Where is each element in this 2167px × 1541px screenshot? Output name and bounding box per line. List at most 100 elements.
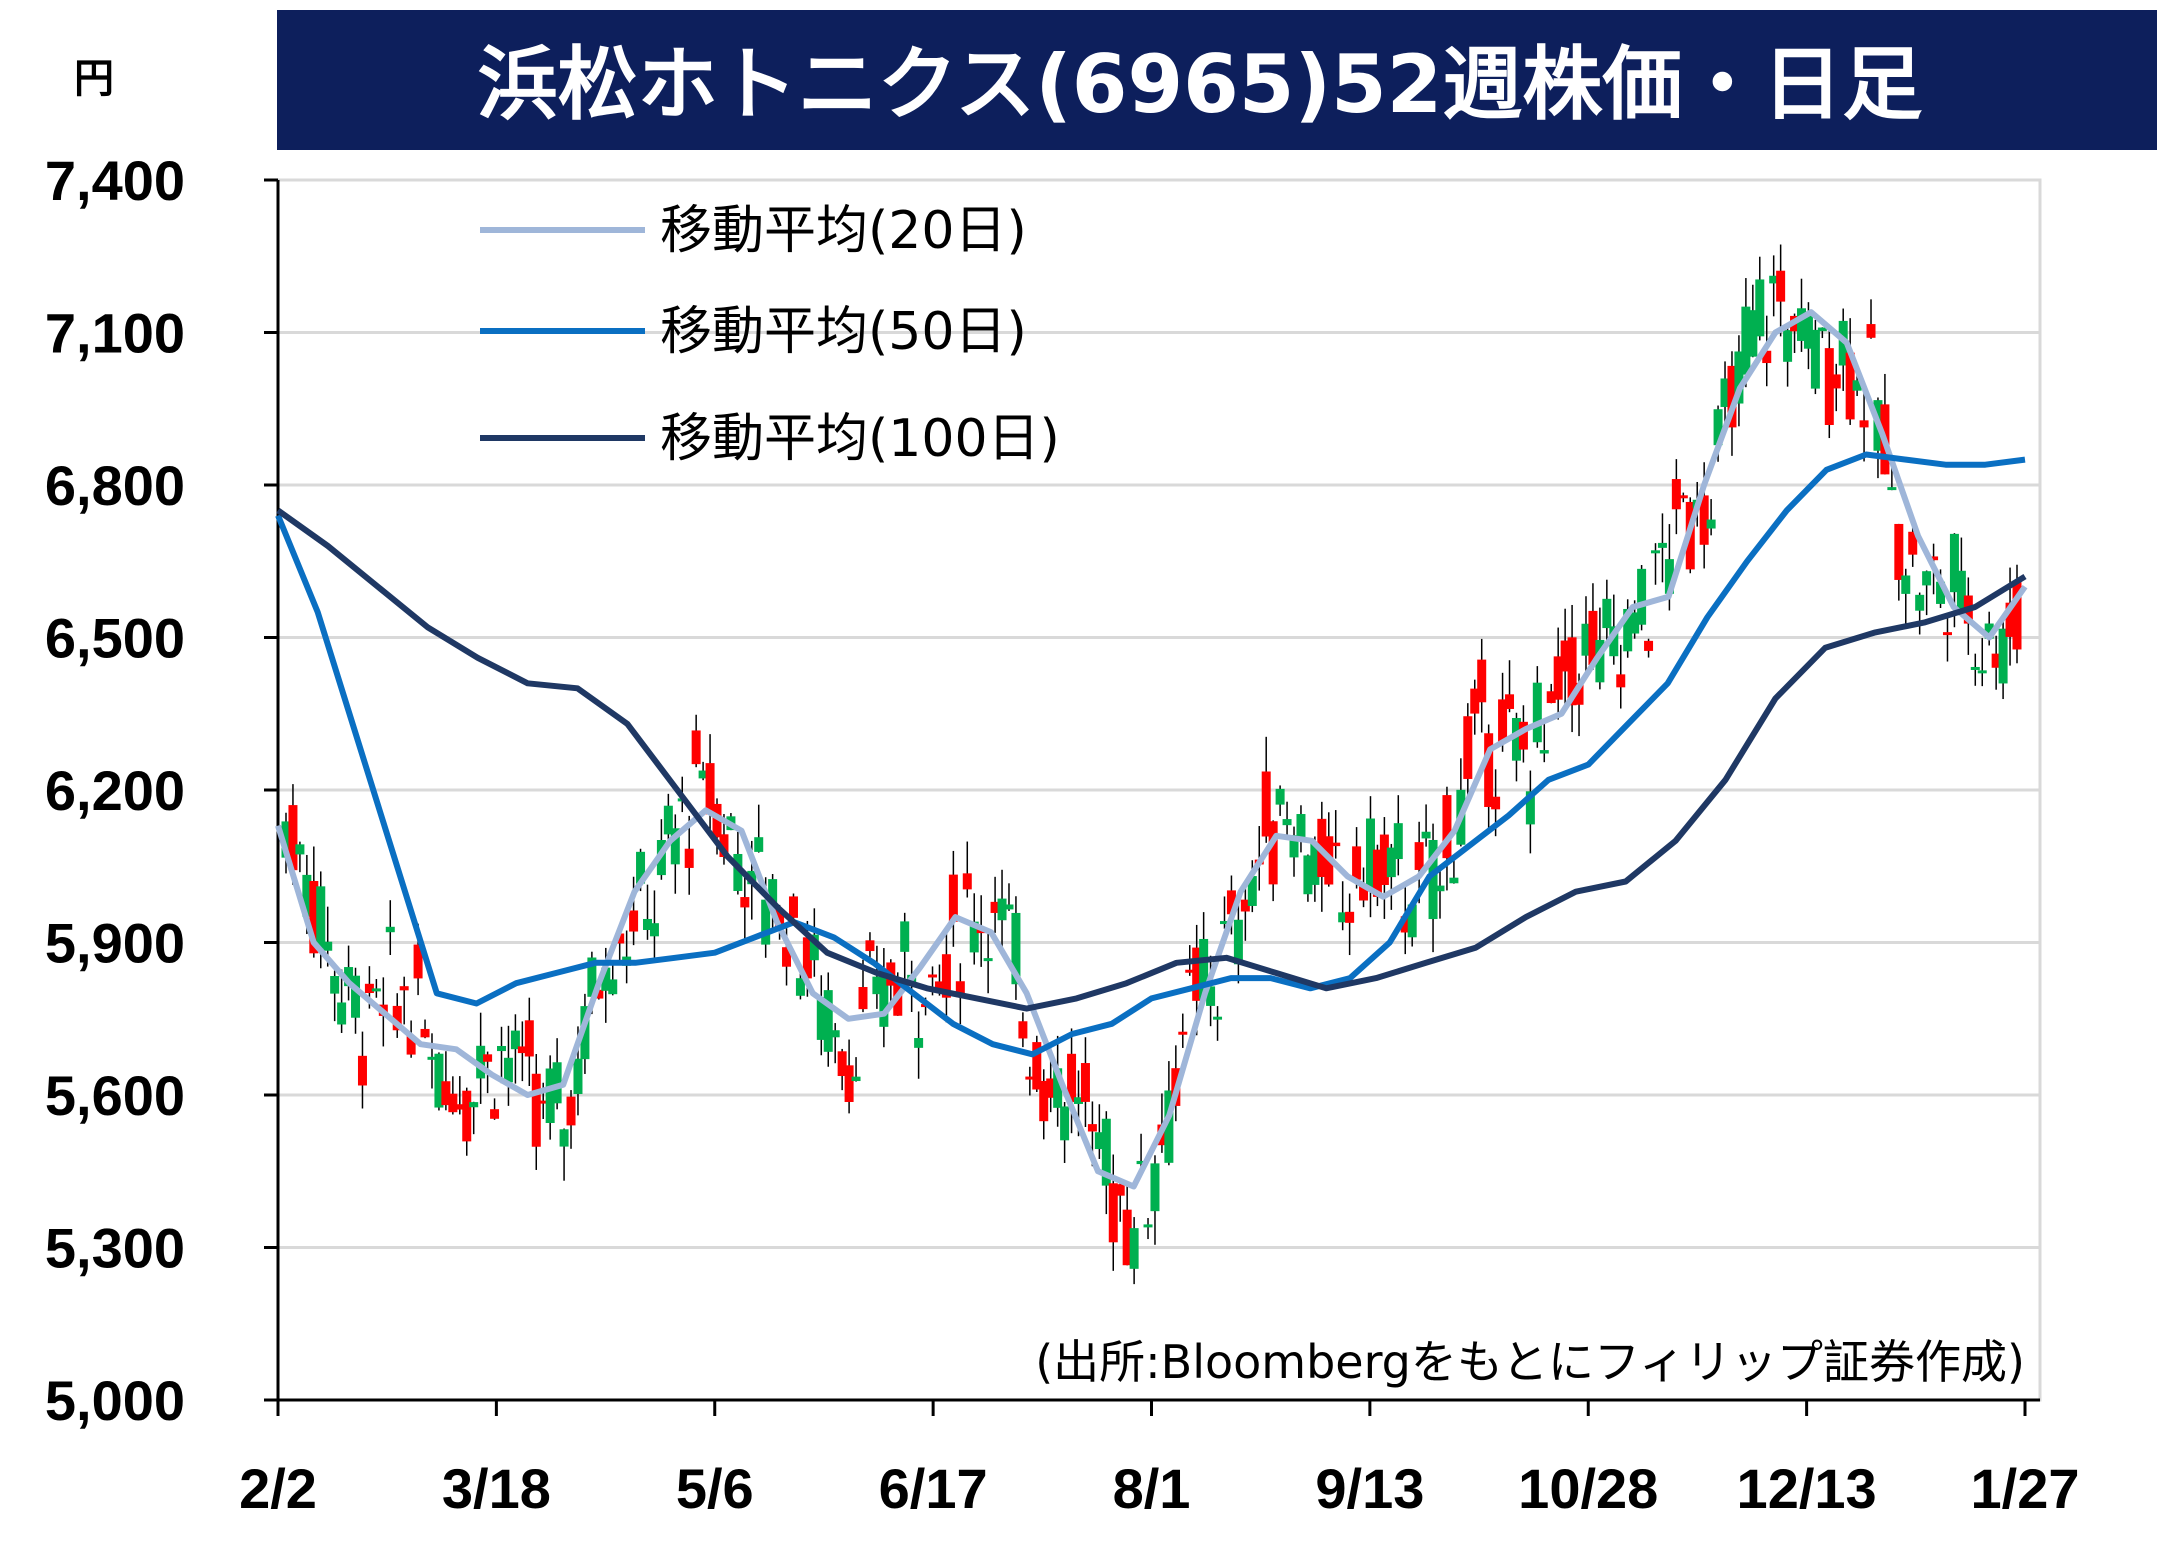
ma20-line (275, 309, 2028, 1190)
candle-body (337, 1002, 347, 1025)
candle-body (1671, 479, 1681, 510)
candle-body (1442, 795, 1452, 859)
candle-body (1080, 1063, 1090, 1102)
candle-body (1143, 1224, 1153, 1228)
candle-body (1755, 279, 1765, 337)
candle-body (1560, 640, 1570, 672)
candle-body (1942, 632, 1952, 636)
candle-body (1539, 750, 1549, 754)
candle-body (1929, 556, 1939, 561)
candle-body (1282, 819, 1292, 826)
candle-body (392, 1005, 402, 1031)
candle-body (969, 921, 979, 953)
candle-body (928, 974, 938, 978)
candle-body (1289, 835, 1299, 858)
candle-body (615, 933, 625, 944)
candle-body (1477, 659, 1487, 703)
candle-body (1365, 818, 1375, 888)
candle-body (2012, 582, 2022, 650)
candle-body (754, 837, 764, 852)
candle-body (399, 986, 409, 991)
candle-body (344, 967, 354, 987)
candle-body (503, 1057, 513, 1083)
x-tick-label: 8/1 (1113, 1457, 1191, 1520)
candle-body (1991, 653, 2001, 668)
candle-body (1727, 365, 1737, 428)
candle-body (1192, 947, 1202, 1001)
candle-body (434, 1053, 444, 1108)
candle-body (295, 844, 305, 855)
candle-body (1706, 519, 1716, 529)
y-tick-label: 7,400 (45, 149, 185, 212)
y-tick-label: 6,200 (45, 759, 185, 822)
candle-body (288, 805, 298, 871)
candle-body (1741, 306, 1751, 375)
candle-body (476, 1045, 486, 1079)
candle-body (1567, 637, 1577, 706)
candle-body (1845, 352, 1855, 420)
candle-body (1379, 834, 1389, 885)
candle-body (1595, 639, 1605, 683)
candle-body (309, 881, 319, 954)
candle-body (1129, 1228, 1139, 1269)
candle-body (1199, 938, 1209, 1000)
candle-body (1748, 310, 1758, 357)
candle-body (517, 1046, 527, 1054)
candle-body (1115, 1184, 1125, 1196)
candle-body (1887, 487, 1897, 491)
candle-body (427, 1056, 437, 1060)
candle-body (1734, 351, 1744, 404)
candle-body (490, 1109, 500, 1119)
candle-body (1769, 275, 1779, 284)
y-unit-label: 円 (74, 56, 114, 102)
candle-body (573, 1058, 583, 1095)
candle-body (1651, 550, 1661, 554)
candle-body (1428, 839, 1438, 920)
y-tick-label: 7,100 (45, 302, 185, 365)
candle-body (1213, 1016, 1223, 1020)
candle-body (441, 1081, 451, 1106)
source-note: (出所:Bloombergをもとにフィリップ証券作成) (1035, 1335, 2025, 1389)
candle-body (1449, 877, 1459, 884)
candle-body (698, 770, 708, 779)
candle-body (1296, 814, 1306, 840)
candle-body (1998, 628, 2008, 684)
candle-body (462, 1090, 472, 1142)
candle-body (406, 1036, 416, 1055)
x-tick-label: 1/27 (1971, 1457, 2080, 1520)
candle-body (364, 983, 374, 994)
candle-body (1074, 1097, 1084, 1104)
candle-body (1150, 1163, 1160, 1212)
candle-body (1936, 581, 1946, 604)
candle-body (990, 901, 1000, 913)
candle-body (997, 898, 1007, 921)
candle-body (1602, 598, 1612, 629)
candle-body (962, 873, 972, 890)
candle-body (1414, 842, 1424, 870)
candle-body (1032, 1042, 1042, 1090)
candle-body (809, 934, 819, 961)
x-tick-label: 6/17 (879, 1457, 988, 1520)
candle-body (663, 805, 673, 835)
candle-body (2005, 602, 2015, 637)
x-tick-label: 9/13 (1315, 1457, 1424, 1520)
candle-body (872, 976, 882, 995)
candle-body (587, 957, 597, 997)
candle-body (934, 981, 944, 993)
legend-label-ma100: 移動平均(100日) (660, 409, 1060, 469)
candle-body (420, 1028, 430, 1038)
x-tick-label: 10/28 (1518, 1457, 1658, 1520)
candle-body (351, 975, 361, 1018)
candle-body (823, 990, 833, 1052)
candle-body (1678, 495, 1688, 499)
x-tick-label: 5/6 (676, 1457, 754, 1520)
candle-body (879, 976, 889, 1027)
candle-body (1206, 986, 1216, 1006)
y-tick-label: 5,000 (45, 1369, 185, 1432)
candle-body (448, 1093, 458, 1113)
moving-averages (275, 309, 2028, 1190)
candle-body (594, 989, 604, 999)
candle-body (1949, 533, 1959, 593)
candle-body (1303, 855, 1313, 895)
candle-body (1400, 916, 1410, 933)
